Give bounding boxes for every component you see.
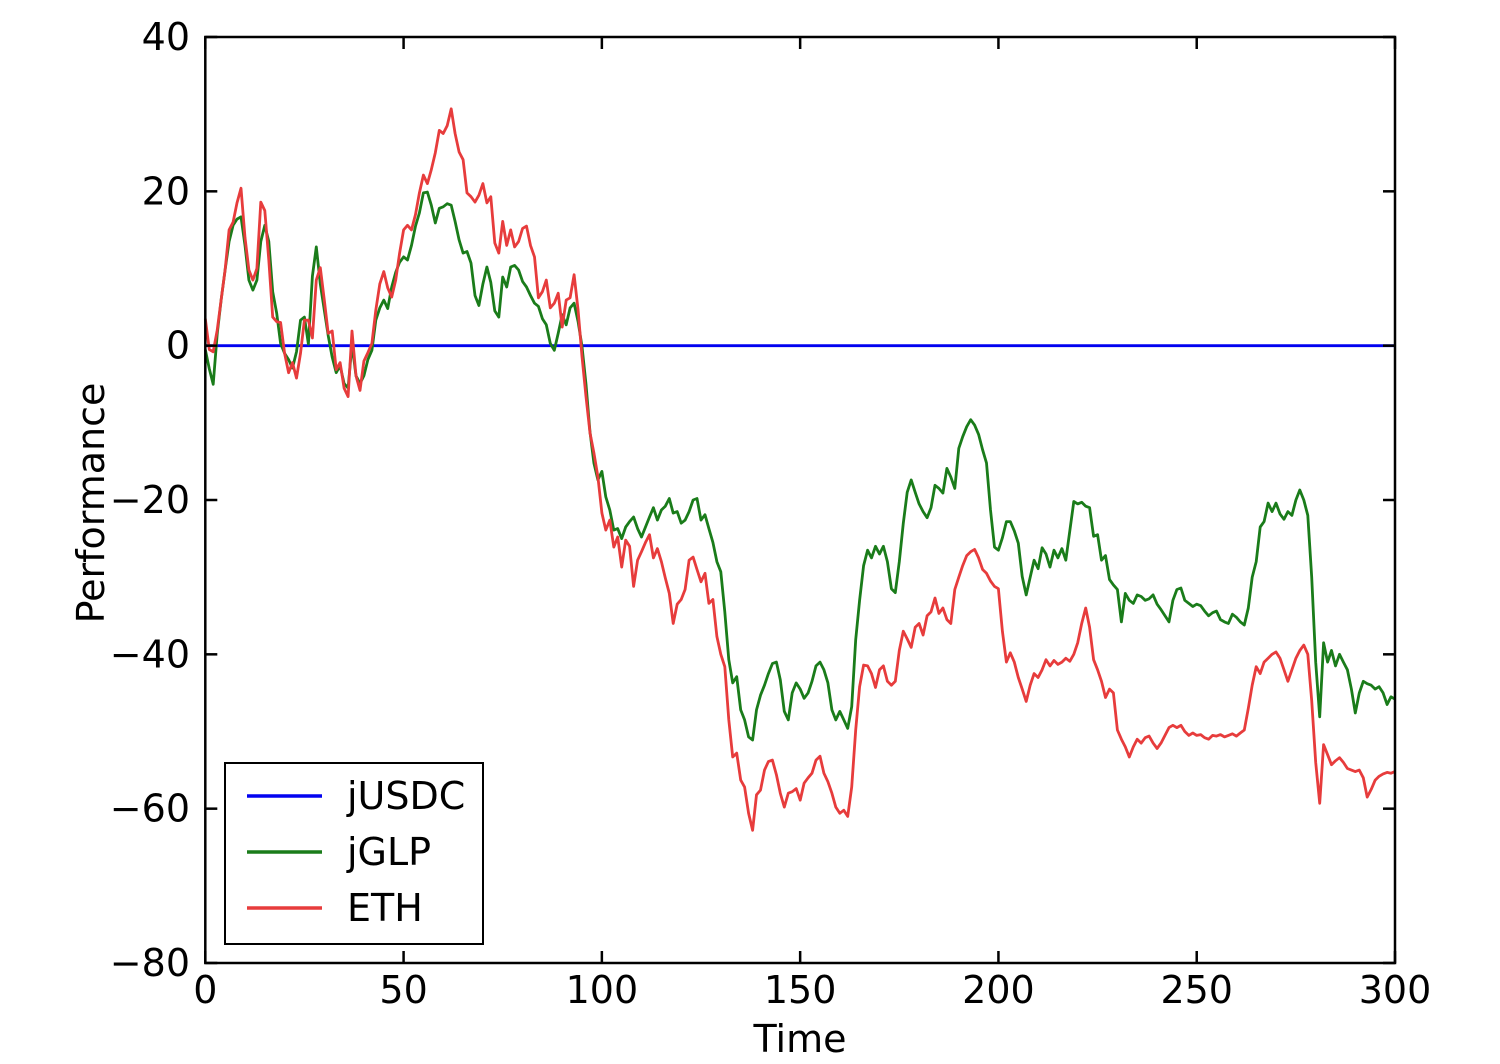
series-group [203,107,1396,832]
y-tick-label: 0 [166,324,190,368]
legend-label-jglp: jGLP [346,830,431,874]
y-tick-label: −60 [110,787,190,831]
x-tick-label: 200 [962,968,1035,1012]
x-tick-label: 250 [1160,968,1233,1012]
x-tick-label: 150 [764,968,837,1012]
y-tick-label: −40 [110,632,190,676]
x-tick-label: 50 [379,968,427,1012]
legend-label-eth: ETH [347,886,423,930]
legend: jUSDC jGLP ETH [224,762,484,945]
y-tick-label: 20 [142,169,190,213]
y-tick-label: 40 [142,15,190,59]
axis-ticks [204,35,1397,965]
y-axis-label: Performance [69,383,113,624]
x-tick-label: 0 [193,968,217,1012]
x-axis-label: Time [753,1017,847,1061]
x-tick-label: 100 [566,968,639,1012]
series-line-jglp [203,190,1396,742]
y-tick-label: −80 [110,941,190,985]
series-line-eth [203,107,1396,832]
y-tick-label: −20 [110,478,190,522]
x-tick-label: 300 [1359,968,1432,1012]
legend-label-jusdc: jUSDC [346,774,465,818]
